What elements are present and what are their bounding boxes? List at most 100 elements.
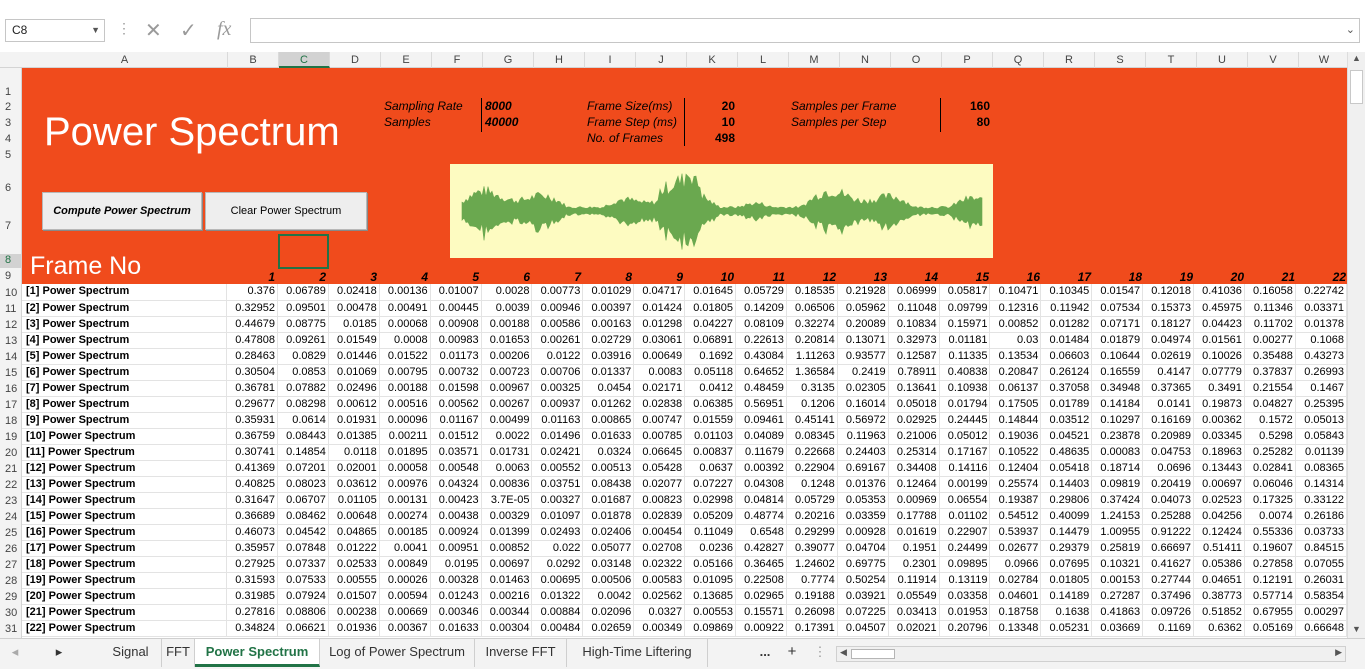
value-cell[interactable]: 0.00586 [531,316,584,333]
value-cell[interactable]: 0.0063 [481,460,533,477]
tab-scroll-left-icon[interactable]: ◂ [11,644,19,659]
value-cell[interactable]: 0.00188 [379,380,431,397]
value-cell[interactable]: 0.01953 [939,604,991,621]
value-cell[interactable]: 0.34408 [888,460,940,477]
value-cell[interactable]: 0.00785 [633,428,686,445]
value-cell[interactable]: 0.07055 [1295,556,1347,573]
value-cell[interactable]: 0.29379 [1040,540,1093,557]
row-header-9[interactable]: 9 [5,270,12,282]
value-cell[interactable]: 0.36465 [735,556,787,573]
value-cell[interactable]: 0.04651 [1193,572,1245,589]
value-cell[interactable]: 0.04507 [837,620,889,637]
value-cell[interactable]: 0.0292 [531,556,584,573]
value-cell[interactable]: 0.06645 [633,444,686,461]
value-cell[interactable]: 0.18535 [786,284,838,301]
value-cell[interactable]: 0.36759 [226,428,278,445]
value-cell[interactable]: 0.13443 [1193,460,1245,477]
value-cell[interactable]: 0.01163 [531,412,584,429]
value-cell[interactable]: 0.01446 [328,348,380,365]
value-cell[interactable]: 0.14314 [1295,476,1347,493]
value-cell[interactable]: 0.12404 [989,460,1042,477]
value-cell[interactable]: 0.02965 [735,588,787,605]
value-cell[interactable]: 0.0041 [379,540,431,557]
value-cell[interactable]: 0.04089 [735,428,787,445]
value-cell[interactable]: 0.10321 [1091,556,1144,573]
value-cell[interactable]: 0.00669 [379,604,431,621]
value-cell[interactable]: 0.14403 [1040,476,1093,493]
value-cell[interactable]: 0.05962 [837,300,889,317]
value-cell[interactable]: 0.00823 [633,492,686,509]
column-header-v[interactable]: V [1248,52,1299,68]
value-cell[interactable]: 0.25574 [989,476,1042,493]
value-cell[interactable]: 0.13641 [888,380,940,397]
value-cell[interactable]: 0.06621 [277,620,329,637]
value-cell[interactable]: 0.43084 [735,348,787,365]
value-cell[interactable]: 0.0185 [328,316,380,333]
value-cell[interactable]: 0.00136 [379,284,431,301]
value-cell[interactable]: 0.2419 [837,364,889,381]
value-cell[interactable]: 0.07924 [277,588,329,605]
value-cell[interactable]: 0.33122 [1295,492,1347,509]
value-cell[interactable]: 0.13685 [684,588,737,605]
value-cell[interactable]: 0.22742 [1295,284,1347,301]
value-cell[interactable]: 0.10026 [1193,348,1245,365]
value-cell[interactable]: 0.0039 [481,300,533,317]
row-header-22[interactable]: 22 [5,479,18,491]
value-cell[interactable]: 0.00274 [379,508,431,525]
value-cell[interactable]: 0.02421 [531,444,584,461]
value-cell[interactable]: 0.00612 [328,396,380,413]
value-cell[interactable]: 0.08365 [1295,460,1347,477]
row-header-3[interactable]: 3 [5,117,12,129]
value-cell[interactable]: 1.11263 [786,348,838,365]
value-cell[interactable]: 0.06506 [786,300,838,317]
value-cell[interactable]: 0.07695 [1040,556,1093,573]
value-cell[interactable]: 0.00329 [481,508,533,525]
value-cell[interactable]: 0.3135 [786,380,838,397]
value-cell[interactable]: 0.35957 [226,540,278,557]
value-cell[interactable]: 0.25288 [1142,508,1195,525]
row-label-cell[interactable]: [15] Power Spectrum [22,508,228,525]
value-cell[interactable]: 0.00216 [481,588,533,605]
column-header-e[interactable]: E [381,52,432,68]
value-cell[interactable]: 0.00723 [481,364,533,381]
value-cell[interactable]: 0.02998 [684,492,737,509]
value-cell[interactable]: 0.12191 [1244,572,1296,589]
value-cell[interactable]: 0.10345 [1040,284,1093,301]
value-cell[interactable]: 0.00238 [328,604,380,621]
value-cell[interactable]: 0.00946 [531,300,584,317]
row-header-10[interactable]: 10 [5,287,18,299]
value-cell[interactable]: 0.00445 [430,300,482,317]
row-header-16[interactable]: 16 [5,383,18,395]
value-cell[interactable]: 0.27816 [226,604,278,621]
value-cell[interactable]: 0.17167 [939,444,991,461]
value-cell[interactable]: 0.03359 [837,508,889,525]
value-cell[interactable]: 0.00836 [481,476,533,493]
value-cell[interactable]: 0.1169 [1142,620,1195,637]
value-cell[interactable]: 0.0829 [277,348,329,365]
value-cell[interactable]: 0.00346 [430,604,482,621]
value-cell[interactable]: 0.09461 [735,412,787,429]
value-cell[interactable]: 0.37365 [1142,380,1195,397]
value-cell[interactable]: 0.11914 [888,572,940,589]
value-cell[interactable]: 0.05353 [837,492,889,509]
value-cell[interactable]: 0.22508 [735,572,787,589]
value-cell[interactable]: 0.02523 [1193,492,1245,509]
value-cell[interactable]: 0.00344 [481,604,533,621]
value-cell[interactable]: 0.69775 [837,556,889,573]
value-cell[interactable]: 0.00083 [1091,444,1144,461]
value-cell[interactable]: 0.35488 [1244,348,1296,365]
value-cell[interactable]: 0.7774 [786,572,838,589]
value-cell[interactable]: 0.05428 [633,460,686,477]
value-cell[interactable]: 0.00937 [531,396,584,413]
value-cell[interactable]: 0.17788 [888,508,940,525]
value-cell[interactable]: 0.00438 [430,508,482,525]
value-cell[interactable]: 0.07533 [277,572,329,589]
value-cell[interactable]: 0.01095 [684,572,737,589]
value-cell[interactable]: 0.26098 [786,604,838,621]
value-cell[interactable]: 0.01645 [684,284,737,301]
value-cell[interactable]: 0.12316 [989,300,1042,317]
value-cell[interactable]: 0.38773 [1193,588,1245,605]
value-cell[interactable]: 0.00131 [379,492,431,509]
value-cell[interactable]: 0.00185 [379,524,431,541]
value-cell[interactable]: 0.14854 [277,444,329,461]
